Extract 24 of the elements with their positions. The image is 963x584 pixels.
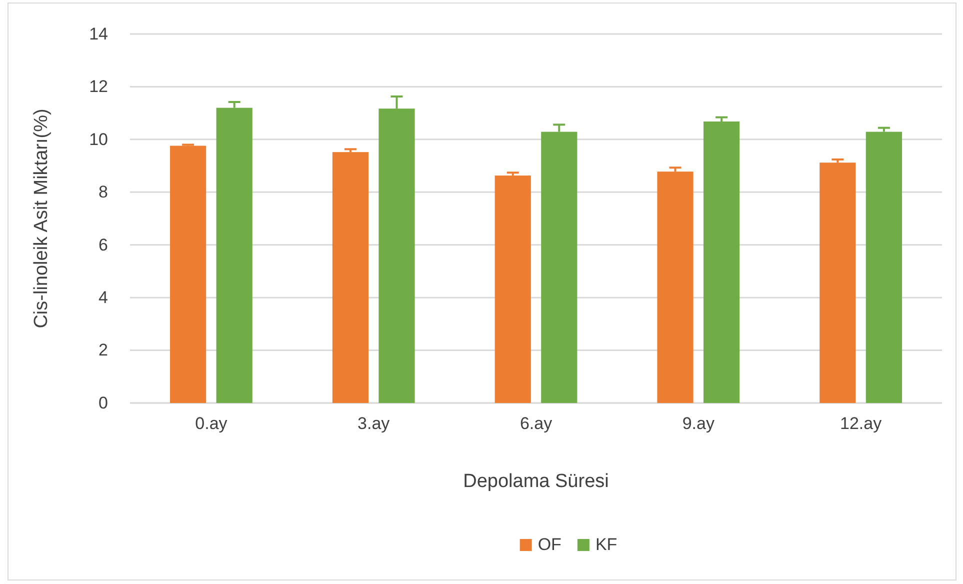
- x-tick-label: 9.ay: [682, 414, 715, 434]
- legend-label: OF: [538, 535, 562, 554]
- bar: [494, 176, 531, 403]
- bar: [170, 146, 206, 403]
- y-tick-label: 10: [89, 130, 108, 149]
- bar: [820, 162, 856, 403]
- y-tick-label: 8: [98, 182, 108, 202]
- y-tick-label: 4: [98, 288, 108, 308]
- bar: [332, 152, 369, 403]
- x-tick-label: 6.ay: [520, 414, 553, 434]
- y-tick-label: 12: [89, 77, 108, 96]
- x-tick-label: 12.ay: [840, 414, 882, 434]
- y-tick-label: 2: [98, 340, 108, 360]
- x-tick-label: 0.ay: [195, 414, 228, 434]
- y-tick-label: 6: [98, 235, 108, 254]
- y-axis-title: Cis-linoleik Asit Miktarı(%): [31, 108, 52, 328]
- bar: [657, 172, 694, 403]
- legend-label: KF: [595, 535, 618, 554]
- bar: [703, 122, 740, 403]
- bar: [866, 132, 902, 403]
- y-tick-label: 0: [98, 393, 108, 412]
- x-tick-label: 3.ay: [358, 414, 390, 434]
- x-axis-title: Depolama Süresi: [463, 471, 609, 492]
- y-tick-label: 14: [89, 24, 108, 44]
